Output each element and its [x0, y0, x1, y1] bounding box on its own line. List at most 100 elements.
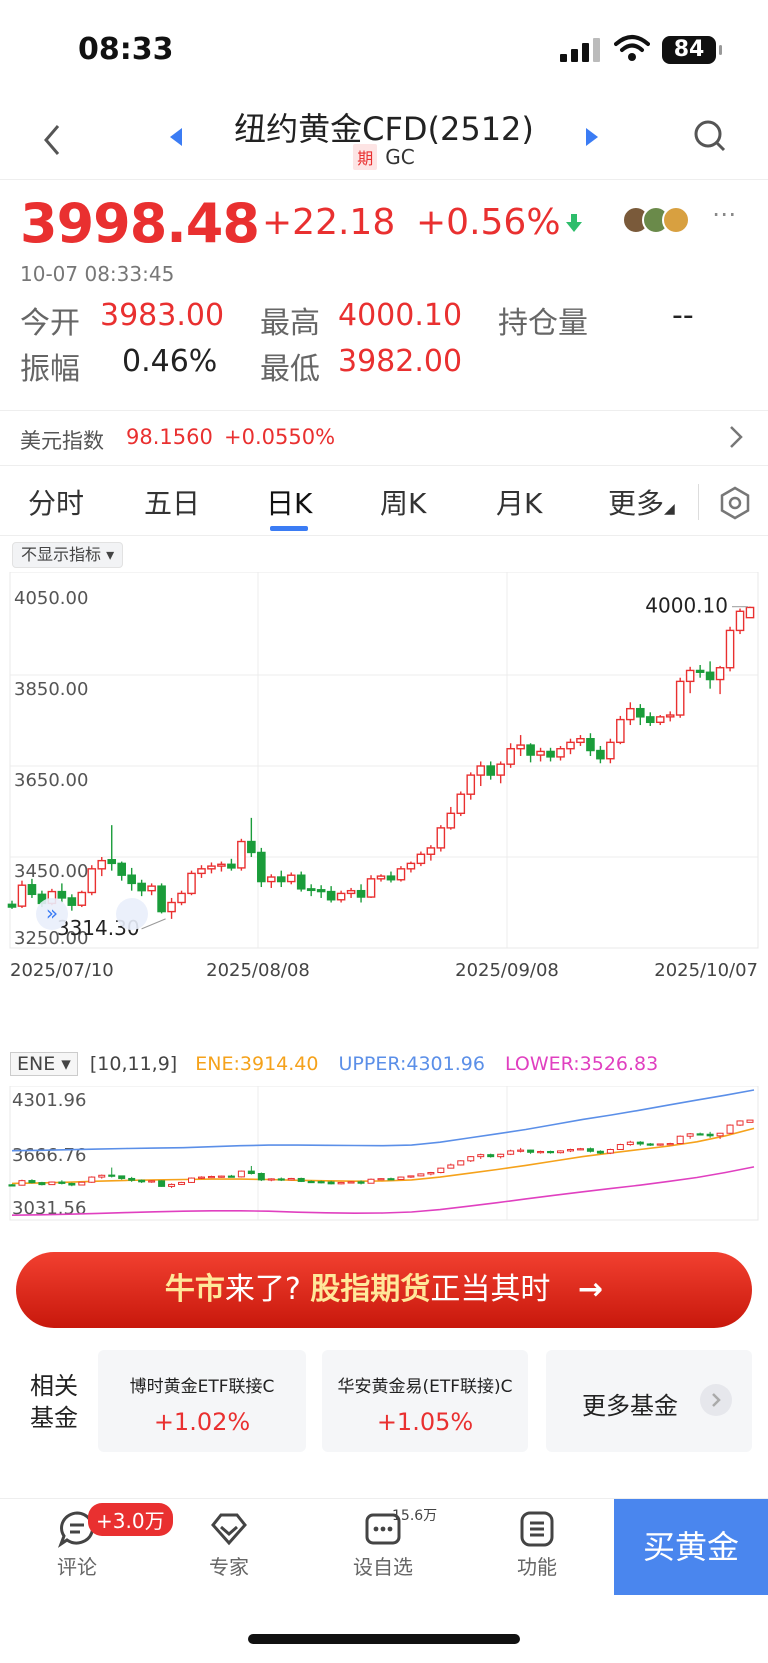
- ene-candle-body: [148, 1180, 156, 1183]
- kline-chart[interactable]: 4050.00 3850.00 3650.00 3450.00 3250.00 2025/…: [0, 572, 768, 1042]
- candle-body: [426, 847, 436, 855]
- tab-more[interactable]: 更多◢: [608, 487, 675, 520]
- comment-badge: +3.0万: [88, 1503, 173, 1536]
- candle-body: [276, 876, 286, 883]
- signal-icon: [560, 38, 600, 62]
- expand-icon-glyph: »: [46, 901, 58, 925]
- fund-change: +1.05%: [376, 1408, 474, 1436]
- ene-candle-body: [297, 1177, 305, 1182]
- candle-body: [526, 744, 535, 756]
- related-funds: 相关基金 博时黄金ETF联接C +1.02% 华安黄金易(ETF联接)C +1.…: [0, 1348, 768, 1458]
- watchlist-icon: [365, 1513, 401, 1545]
- fund-name: 博时黄金ETF联接C: [129, 1377, 275, 1397]
- candle-body: [207, 865, 216, 870]
- dollar-index-row[interactable]: 美元指数 98.1560 +0.0550%: [0, 410, 768, 466]
- ene-params: [10,11,9]: [89, 1053, 178, 1075]
- ene-candle-body: [18, 1180, 26, 1186]
- more-funds-button[interactable]: 更多基金: [546, 1350, 752, 1452]
- candle-body: [27, 884, 37, 896]
- candle-body: [725, 629, 735, 669]
- candle-body: [127, 874, 136, 885]
- indicator-select[interactable]: 不显示指标 ▾: [12, 542, 124, 568]
- more-options-icon[interactable]: ⋯: [712, 200, 736, 228]
- candle-body: [626, 707, 635, 721]
- period-tabs: 分时 五日 日K 周K 月K 更多◢: [0, 470, 768, 536]
- candle-body: [336, 892, 346, 901]
- ene-candle-body: [507, 1150, 515, 1155]
- function-label: 功能: [517, 1555, 557, 1579]
- promo-banner[interactable]: 牛市来了? 股指期货正当其时 →: [16, 1252, 752, 1328]
- ene-candle-body: [467, 1156, 475, 1162]
- next-contract-icon[interactable]: [584, 126, 600, 148]
- ene-candle-body: [88, 1176, 96, 1183]
- page-title: 纽约黄金CFD(2512): [234, 110, 534, 148]
- status-time: 08:33: [78, 32, 174, 67]
- ene-candle-body: [327, 1181, 335, 1185]
- tab-five-day[interactable]: 五日: [144, 487, 201, 520]
- buy-gold-button[interactable]: 买黄金: [614, 1499, 768, 1595]
- candle-body: [356, 889, 366, 898]
- ene-line-lower: [11, 1166, 755, 1216]
- amp-label: 振幅: [20, 352, 80, 387]
- candle-body: [137, 882, 146, 892]
- candle-body: [346, 889, 356, 895]
- ene-candle-body: [696, 1133, 704, 1136]
- ene-candle-body: [158, 1180, 166, 1187]
- ene-candle-body: [447, 1164, 455, 1169]
- fund-card[interactable]: 博时黄金ETF联接C +1.02%: [98, 1350, 306, 1452]
- expand-icon: [36, 898, 68, 930]
- max-annotation: 4000.10: [645, 594, 728, 618]
- tab-intraday[interactable]: 分时: [28, 487, 85, 520]
- chevron-right-icon: [730, 426, 743, 448]
- ene-candle-body: [547, 1150, 555, 1154]
- more-funds-label: 更多基金: [582, 1392, 678, 1420]
- contract-code: GC: [385, 145, 415, 169]
- candle-body: [596, 749, 605, 760]
- ene-chart[interactable]: 4301.96 3666.76 3031.56: [0, 1086, 768, 1226]
- back-icon[interactable]: [40, 120, 64, 160]
- tab-monthly-k[interactable]: 月K: [496, 487, 543, 520]
- expert-button[interactable]: 专家: [184, 1509, 274, 1580]
- search-icon[interactable]: [692, 116, 728, 156]
- candle-body: [496, 763, 505, 776]
- candle-body: [77, 891, 87, 906]
- fund-name: 华安黄金易(ETF联接)C: [337, 1377, 513, 1397]
- ene-candle-body: [656, 1143, 664, 1146]
- ene-candle-body: [347, 1181, 355, 1184]
- candle-body: [396, 868, 406, 881]
- candle-body: [506, 748, 515, 765]
- function-button[interactable]: 功能: [492, 1509, 582, 1580]
- ene-candle-body: [257, 1173, 265, 1181]
- candle-body: [247, 840, 256, 854]
- user-avatars[interactable]: [622, 206, 690, 238]
- add-watchlist-button[interactable]: 设自选: [338, 1509, 428, 1580]
- ene-candle-body: [706, 1133, 714, 1137]
- ene-indicator-select[interactable]: ENE ▾: [10, 1052, 78, 1076]
- banner-part1: 牛市: [164, 1272, 225, 1307]
- fund-card[interactable]: 华安黄金易(ETF联接)C +1.05%: [322, 1350, 528, 1452]
- comment-button[interactable]: 评论: [32, 1509, 122, 1580]
- related-funds-label: 相关基金: [30, 1372, 78, 1432]
- ene-candle-body: [207, 1175, 215, 1179]
- ene-candle-body: [138, 1179, 146, 1183]
- candle-body: [665, 714, 675, 718]
- ene-candle-body: [377, 1178, 385, 1181]
- ene-candle-body: [417, 1173, 425, 1177]
- comment-label: 评论: [57, 1555, 97, 1579]
- tab-daily-k[interactable]: 日K: [266, 482, 312, 531]
- candle-body: [745, 606, 755, 619]
- fund-change: +1.02%: [153, 1408, 251, 1436]
- ene-lower-value: LOWER:3526.83: [504, 1053, 659, 1075]
- ene-candle-body: [716, 1132, 724, 1137]
- ene-candle-body: [108, 1174, 116, 1177]
- candle-body: [586, 737, 595, 752]
- settings-icon[interactable]: [718, 486, 752, 520]
- ene-y-tick-label: 4301.96: [12, 1090, 86, 1111]
- candle-body: [695, 669, 705, 673]
- tab-weekly-k[interactable]: 周K: [380, 487, 427, 520]
- ene-line-upper: [11, 1089, 755, 1152]
- ene-candle-body: [676, 1135, 684, 1145]
- ene-candle-body: [247, 1170, 255, 1175]
- prev-contract-icon[interactable]: [168, 126, 184, 148]
- candle-body: [735, 610, 745, 632]
